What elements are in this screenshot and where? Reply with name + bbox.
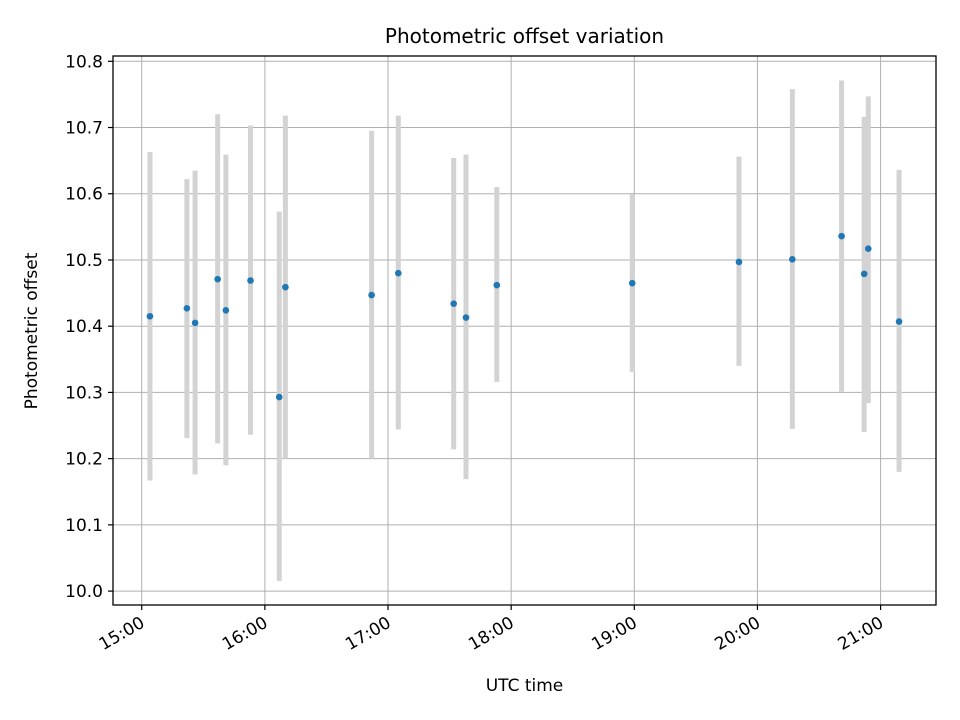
data-point [864,245,872,253]
data-point [493,281,501,289]
y-tick-label: 10.7 [65,119,103,139]
data-point [462,314,470,321]
chart-title: Photometric offset variation [385,24,664,48]
data-point [368,291,375,299]
data-point [735,258,743,266]
data-point [222,307,230,314]
data-point [394,269,402,277]
y-tick-label: 10.0 [65,582,103,602]
data-point [450,300,457,307]
plot-frame [112,55,937,606]
data-point [895,318,903,325]
y-axis-title: Photometric offset [22,252,42,409]
y-tick-label: 10.3 [65,383,103,403]
data-point [860,270,868,278]
y-tick-label: 10.2 [65,450,103,470]
data-point [214,275,221,283]
data-point [146,312,154,320]
data-point [838,232,845,240]
x-axis-title: UTC time [486,676,564,696]
data-points [146,232,903,401]
data-point [183,305,191,312]
data-point [191,319,199,327]
y-tick-label: 10.1 [65,516,103,536]
y-tick-label: 10.4 [65,317,103,337]
data-point [628,279,636,287]
y-tick-label: 10.8 [65,52,103,72]
data-point [282,283,289,291]
y-tick-label: 10.6 [65,185,103,205]
data-point [275,393,283,401]
data-point [247,277,254,284]
data-point [789,256,796,263]
y-tick-label: 10.5 [65,251,103,271]
